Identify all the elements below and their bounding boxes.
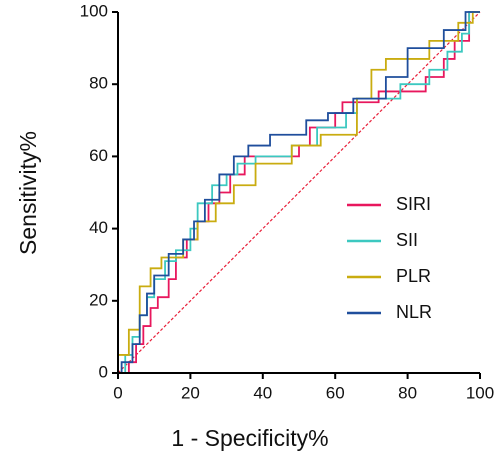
x-tick-label: 40 bbox=[253, 383, 272, 402]
x-axis-title: 1 - Specificity% bbox=[171, 425, 328, 451]
legend-label: SII bbox=[396, 230, 418, 250]
y-tick-label: 60 bbox=[89, 146, 108, 165]
x-tick-label: 100 bbox=[466, 383, 494, 402]
x-tick-label: 60 bbox=[326, 383, 345, 402]
x-tick-label: 0 bbox=[113, 383, 122, 402]
legend-label: SIRI bbox=[396, 194, 431, 214]
y-tick-label: 80 bbox=[89, 74, 108, 93]
roc-line bbox=[117, 11, 480, 373]
x-tick-label: 20 bbox=[181, 383, 200, 402]
y-tick-label: 0 bbox=[99, 362, 108, 381]
legend-label: PLR bbox=[396, 266, 431, 286]
y-tick-label: 20 bbox=[89, 290, 108, 309]
x-tick-label: 80 bbox=[398, 383, 417, 402]
axes bbox=[117, 12, 480, 374]
reference-line bbox=[117, 11, 481, 374]
legend-label: NLR bbox=[396, 302, 432, 322]
y-axis-title: Sensitivity% bbox=[15, 131, 41, 255]
y-tick-label: 100 bbox=[80, 1, 108, 20]
roc-line bbox=[118, 11, 480, 374]
y-tick-label: 40 bbox=[89, 218, 108, 237]
